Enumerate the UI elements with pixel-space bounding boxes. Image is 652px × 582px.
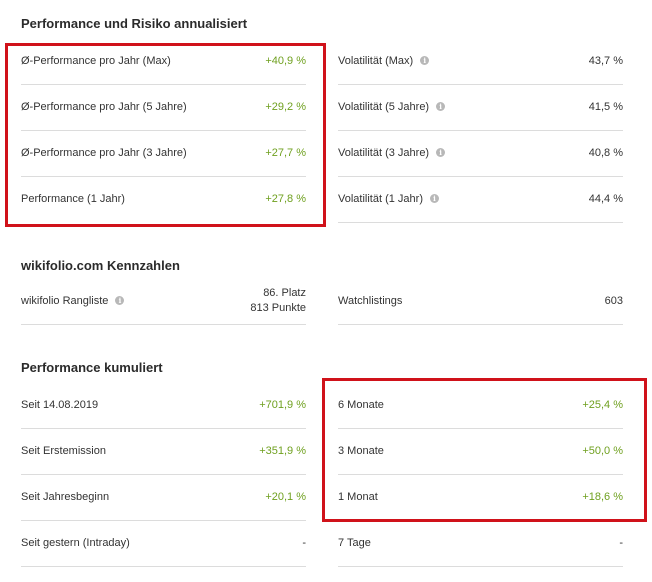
section-title-kennzahlen: wikifolio.com Kennzahlen: [21, 258, 180, 273]
cum-row-since-date: Seit 14.08.2019 +701,9 %: [21, 383, 306, 429]
perf-row-3y: Ø-Performance pro Jahr (3 Jahre) +27,7 %: [21, 131, 306, 177]
section-title-annualized: Performance und Risiko annualisiert: [21, 16, 248, 31]
perf-row-5y: Ø-Performance pro Jahr (5 Jahre) +29,2 %: [21, 85, 306, 131]
highlight-box-annualized: [5, 43, 326, 227]
row-value: 40,8 %: [588, 147, 623, 159]
watchlistings-row: Watchlistings 603: [338, 279, 623, 325]
info-icon[interactable]: i: [429, 194, 439, 203]
cum-row-7d: 7 Tage -: [338, 521, 623, 567]
info-icon[interactable]: i: [436, 148, 446, 157]
row-value: +701,9 %: [259, 399, 306, 411]
row-value: -: [619, 537, 623, 549]
row-label: Performance (1 Jahr): [21, 193, 125, 205]
row-label: Volatilität (Max) i: [338, 39, 430, 84]
row-value: +50,0 %: [582, 445, 623, 457]
row-label: Ø-Performance pro Jahr (Max): [21, 55, 171, 67]
row-value: +40,9 %: [265, 55, 306, 67]
row-label: Seit gestern (Intraday): [21, 537, 130, 549]
row-label: Seit Jahresbeginn: [21, 491, 110, 503]
row-value: +351,9 %: [259, 445, 306, 457]
row-label: Ø-Performance pro Jahr (5 Jahre): [21, 101, 187, 113]
row-value: 44,4 %: [588, 193, 623, 205]
cum-row-6m: 6 Monate +25,4 %: [338, 383, 623, 429]
row-value: 41,5 %: [588, 101, 623, 113]
volatility-row-3y: Volatilität (3 Jahre) i 40,8 %: [338, 131, 623, 177]
info-icon[interactable]: i: [436, 102, 446, 111]
row-value: +27,8 %: [265, 193, 306, 205]
perf-row-max: Ø-Performance pro Jahr (Max) +40,9 %: [21, 39, 306, 85]
cum-row-3m: 3 Monate +50,0 %: [338, 429, 623, 475]
row-label: Volatilität (1 Jahr) i: [338, 177, 439, 222]
row-label: Ø-Performance pro Jahr (3 Jahre): [21, 147, 187, 159]
row-label: Volatilität (3 Jahre) i: [338, 131, 446, 176]
volatility-row-max: Volatilität (Max) i 43,7 %: [338, 39, 623, 85]
rangliste-row: wikifolio Rangliste i 86. Platz 813 Punkt…: [21, 279, 306, 325]
row-label: Volatilität (5 Jahre) i: [338, 85, 446, 130]
row-value: +27,7 %: [265, 147, 306, 159]
volatility-row-1y: Volatilität (1 Jahr) i 44,4 %: [338, 177, 623, 223]
info-icon[interactable]: i: [115, 296, 125, 305]
rangliste-platz: 86. Platz: [263, 287, 306, 299]
row-label: 1 Monat: [338, 491, 378, 503]
row-value: 43,7 %: [588, 55, 623, 67]
highlight-box-cumulative: [322, 378, 647, 522]
cum-row-ytd: Seit Jahresbeginn +20,1 %: [21, 475, 306, 521]
row-label: wikifolio Rangliste i: [21, 279, 125, 324]
volatility-row-5y: Volatilität (5 Jahre) i 41,5 %: [338, 85, 623, 131]
row-label: 3 Monate: [338, 445, 384, 457]
row-label: Seit 14.08.2019: [21, 399, 99, 411]
row-label: 7 Tage: [338, 537, 371, 549]
row-value: 603: [604, 295, 623, 307]
row-value: +25,4 %: [582, 399, 623, 411]
section-title-cumulative: Performance kumuliert: [21, 360, 163, 375]
row-label: Seit Erstemission: [21, 445, 106, 457]
row-value: +29,2 %: [265, 101, 306, 113]
info-icon[interactable]: i: [420, 56, 430, 65]
rangliste-value: 86. Platz 813 Punkte: [250, 279, 306, 324]
row-label: 6 Monate: [338, 399, 384, 411]
row-value: -: [302, 537, 306, 549]
cum-row-1m: 1 Monat +18,6 %: [338, 475, 623, 521]
cum-row-intraday: Seit gestern (Intraday) -: [21, 521, 306, 567]
cum-row-since-emission: Seit Erstemission +351,9 %: [21, 429, 306, 475]
row-value: +20,1 %: [265, 491, 306, 503]
row-label: Watchlistings: [338, 295, 403, 307]
rangliste-punkte: 813 Punkte: [250, 302, 306, 314]
row-value: +18,6 %: [582, 491, 623, 503]
perf-row-1y: Performance (1 Jahr) +27,8 %: [21, 177, 306, 223]
